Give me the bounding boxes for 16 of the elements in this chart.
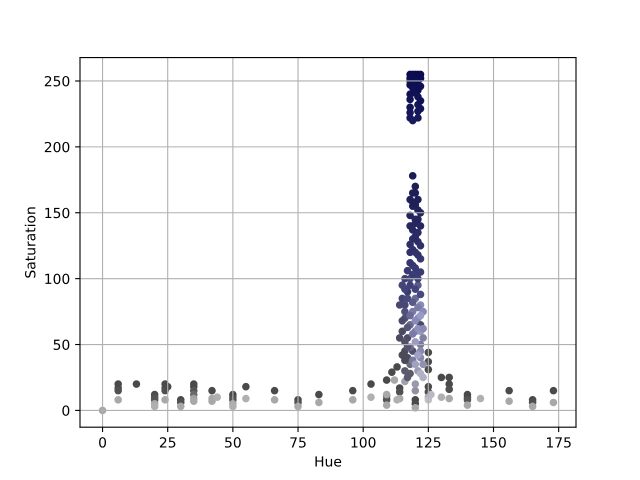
- x-tick-label: 25: [160, 437, 176, 448]
- y-tick-label: 50: [54, 339, 70, 350]
- y-tick-label: 150: [45, 208, 70, 218]
- x-axis-title: Hue: [315, 456, 342, 467]
- x-tick-label: 100: [351, 437, 376, 448]
- x-tick-label: 150: [482, 437, 506, 448]
- x-tick-label: 125: [416, 437, 440, 448]
- x-tick-label: 175: [546, 437, 571, 448]
- x-tick-label: 75: [290, 437, 306, 448]
- y-tick-label: 100: [45, 274, 70, 284]
- x-tick-label: 50: [225, 437, 241, 448]
- y-tick-label: 0: [62, 405, 70, 416]
- y-axis-title: Saturation: [24, 207, 36, 278]
- y-tick-label: 200: [44, 142, 70, 152]
- y-tick-label: 250: [44, 76, 70, 86]
- x-tick-label: 0: [99, 437, 106, 448]
